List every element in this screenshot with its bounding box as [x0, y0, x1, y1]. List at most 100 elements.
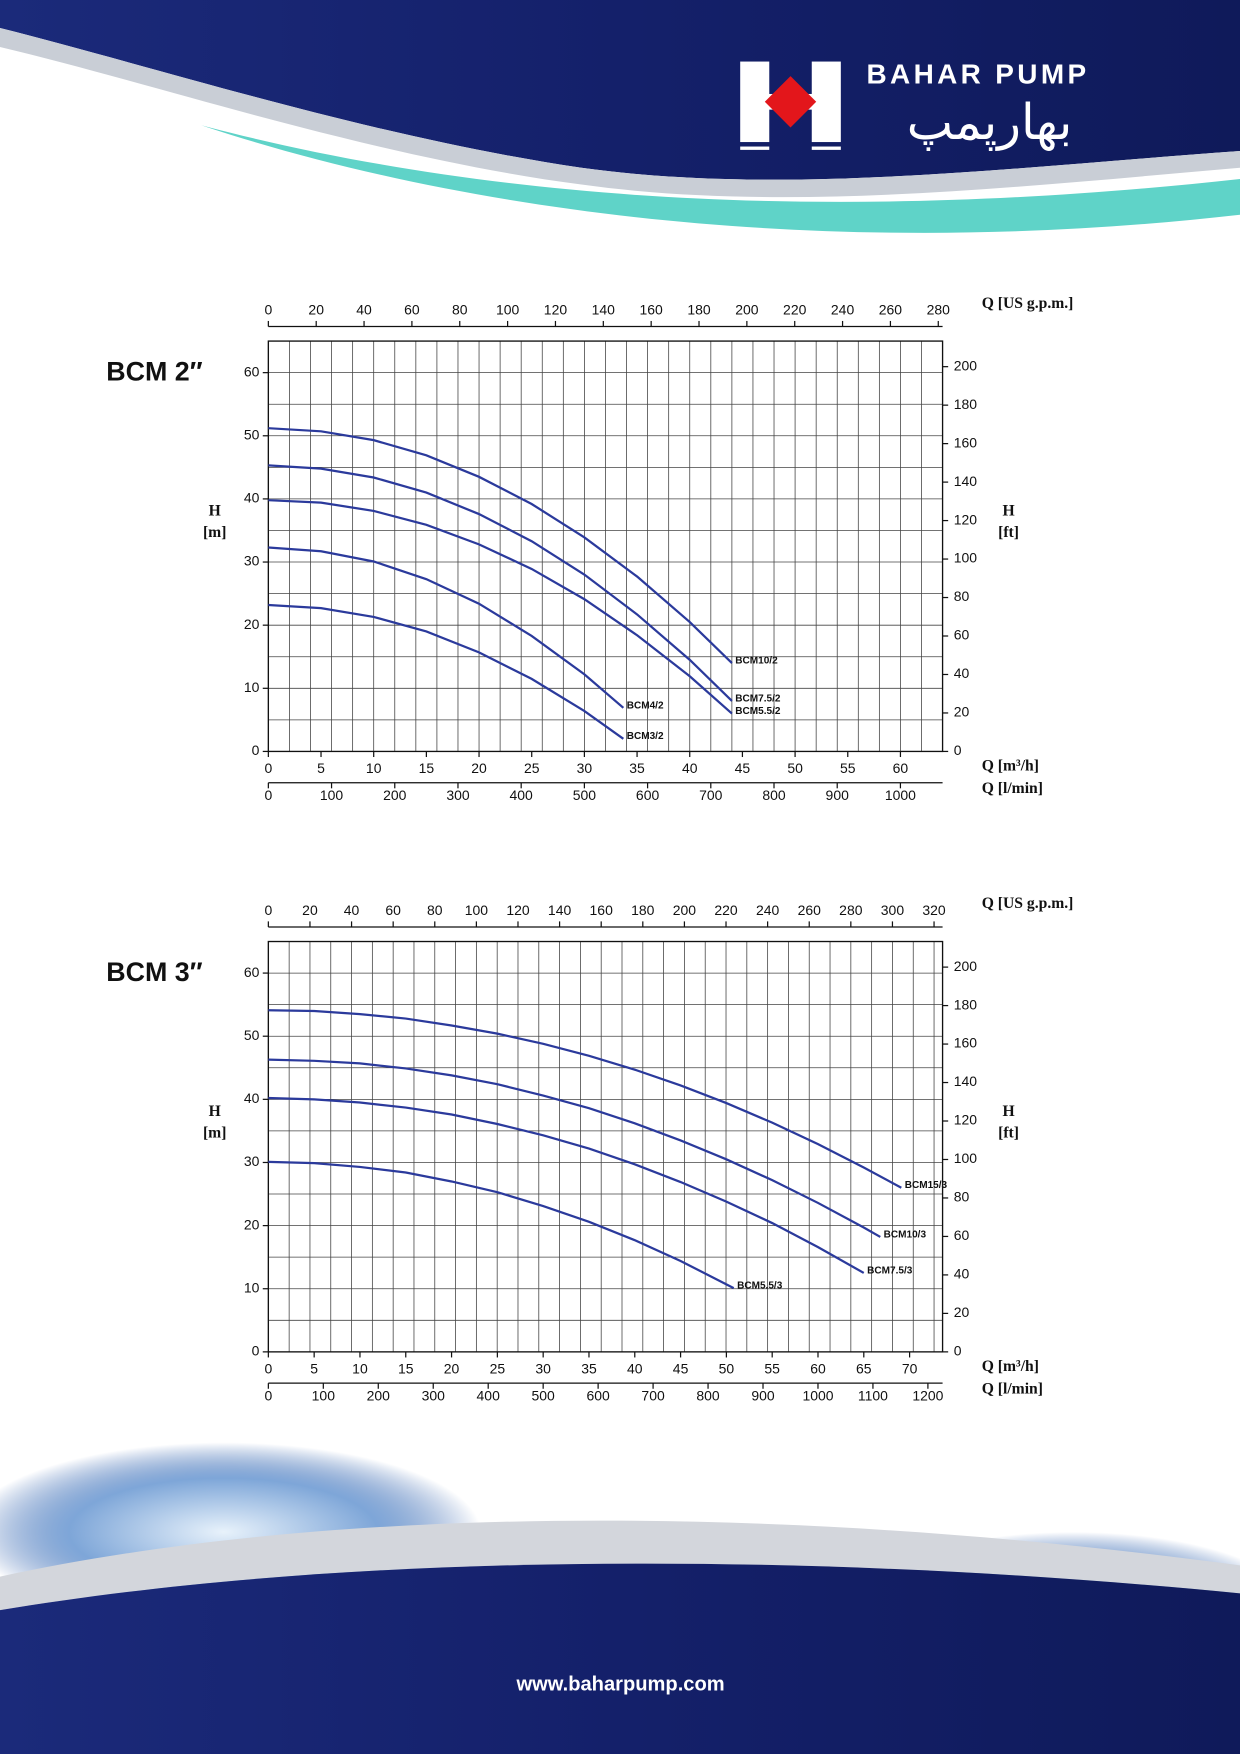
x-tick-label: 15: [419, 760, 435, 776]
curve-label: BCM10/3: [884, 1229, 927, 1240]
x3-tick-label: 1000: [802, 1387, 833, 1403]
logo: BAHAR PUMP بهارپمپ: [740, 58, 1090, 151]
x3-tick-label: 400: [510, 787, 534, 803]
x2-tick-label: 0: [264, 302, 272, 318]
header-band: [0, 0, 1240, 180]
x-tick-label: 10: [366, 760, 382, 776]
y2-tick-label: 40: [954, 1266, 970, 1282]
x-tick-label: 0: [264, 760, 272, 776]
x2-tick-label: 160: [640, 302, 664, 318]
y-tick-label: 0: [252, 1343, 260, 1359]
x3-tick-label: 800: [762, 787, 786, 803]
y2-tick-label: 0: [954, 742, 962, 758]
x-tick-label: 45: [673, 1360, 689, 1376]
y-axis-symbol: H: [209, 503, 221, 520]
header: BAHAR PUMP بهارپمپ: [0, 0, 1240, 233]
x2-tick-label: 200: [673, 902, 697, 918]
y-tick-label: 0: [252, 742, 260, 758]
x2-tick-label: 20: [308, 302, 324, 318]
charts: 0102030405060020406080100120140160180200…: [106, 295, 1073, 1404]
x2-tick-label: 100: [465, 902, 489, 918]
x3-tick-label: 500: [573, 787, 597, 803]
x-tick-label: 65: [856, 1360, 872, 1376]
x-tick-label: 40: [627, 1360, 643, 1376]
x2-tick-label: 100: [496, 302, 520, 318]
chart: 0102030405060020406080100120140160180200…: [106, 895, 1073, 1403]
x2-tick-label: 300: [881, 902, 905, 918]
y2-tick-label: 180: [954, 396, 978, 412]
curve-label: BCM15/3: [905, 1180, 948, 1191]
x-tick-label: 40: [682, 760, 698, 776]
x2-tick-label: 120: [506, 902, 530, 918]
y2-axis-symbol: H: [1002, 503, 1014, 520]
x-tick-label: 55: [764, 1360, 780, 1376]
y-tick-label: 10: [244, 679, 260, 695]
x2-tick-label: 80: [452, 302, 468, 318]
x2-tick-label: 260: [798, 902, 822, 918]
x-tick-label: 0: [264, 1360, 272, 1376]
x3-tick-label: 100: [312, 1387, 336, 1403]
x2-tick-label: 200: [735, 302, 759, 318]
x-axis-label: Q [m³/h]: [982, 758, 1039, 775]
curve-label: BCM7.5/3: [867, 1265, 913, 1276]
x-tick-label: 5: [310, 1360, 318, 1376]
pump-curve: [268, 1009, 902, 1189]
footer: www.baharpump.com: [0, 1442, 1240, 1754]
x-tick-label: 60: [810, 1360, 826, 1376]
y-tick-label: 40: [244, 490, 260, 506]
y2-tick-label: 160: [954, 1035, 978, 1051]
x3-tick-label: 300: [446, 787, 470, 803]
y-tick-label: 60: [244, 363, 260, 379]
x-tick-label: 70: [902, 1360, 918, 1376]
x3-tick-label: 200: [383, 787, 407, 803]
x2-tick-label: 160: [590, 902, 614, 918]
y2-tick-label: 60: [954, 627, 970, 643]
x2-tick-label: 280: [927, 302, 951, 318]
y-tick-label: 40: [244, 1090, 260, 1106]
y2-tick-label: 180: [954, 996, 978, 1012]
y2-tick-label: 160: [954, 434, 978, 450]
x2-tick-label: 140: [548, 902, 572, 918]
x2-tick-label: 320: [922, 902, 946, 918]
x2-tick-label: 80: [427, 902, 443, 918]
y-tick-label: 30: [244, 1153, 260, 1169]
website-url: www.baharpump.com: [515, 1673, 724, 1695]
x-tick-label: 45: [735, 760, 751, 776]
x3-tick-label: 900: [826, 787, 850, 803]
plot-border: [267, 340, 944, 753]
x-tick-label: 35: [581, 1360, 597, 1376]
x3-tick-label: 600: [586, 1387, 610, 1403]
x-axis-label: Q [m³/h]: [982, 1358, 1039, 1375]
x3-tick-label: 100: [320, 787, 344, 803]
x2-tick-label: 60: [385, 902, 401, 918]
y-tick-label: 20: [244, 1216, 260, 1232]
x-tick-label: 5: [317, 760, 325, 776]
pump-curve: [268, 603, 625, 740]
y2-tick-label: 100: [954, 1150, 978, 1166]
x3-tick-label: 1000: [885, 787, 916, 803]
x3-tick-label: 600: [636, 787, 660, 803]
plot-area: [268, 941, 943, 1352]
y2-axis-unit: [ft]: [998, 1124, 1019, 1141]
x3-tick-label: 500: [532, 1387, 556, 1403]
chart: 0102030405060020406080100120140160180200…: [106, 295, 1073, 803]
x-tick-label: 20: [444, 1360, 460, 1376]
brand-name: BAHAR PUMP: [867, 58, 1090, 89]
y2-tick-label: 140: [954, 1073, 978, 1089]
x3-tick-label: 700: [699, 787, 723, 803]
x2-tick-label: 40: [356, 302, 372, 318]
curve-label: BCM7.5/2: [735, 693, 781, 704]
y-axis-unit: [m]: [203, 524, 226, 541]
x3-axis-label: Q [l/min]: [982, 780, 1043, 797]
header-silver-stripe: [0, 28, 1240, 198]
x2-tick-label: 140: [592, 302, 616, 318]
y2-tick-label: 140: [954, 473, 978, 489]
footer-silver-stripe: [0, 1520, 1240, 1611]
x-tick-label: 30: [535, 1360, 551, 1376]
x3-tick-label: 700: [641, 1387, 665, 1403]
x2-tick-label: 0: [264, 902, 272, 918]
y-tick-label: 20: [244, 616, 260, 632]
curve-label: BCM5.5/3: [737, 1281, 783, 1292]
x2-tick-label: 40: [344, 902, 360, 918]
